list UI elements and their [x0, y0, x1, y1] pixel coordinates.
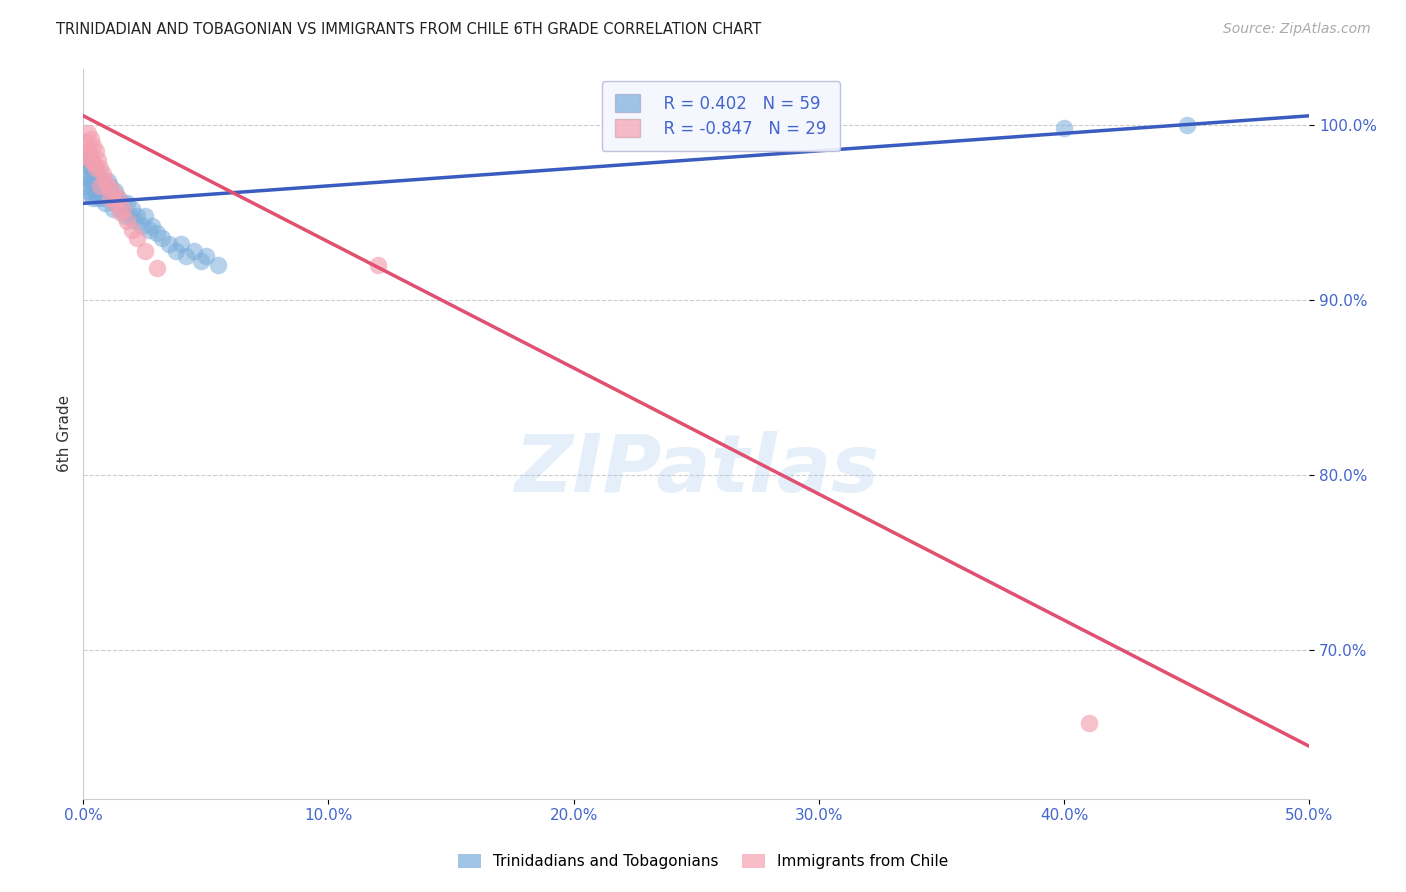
Point	[124, 214, 146, 228]
Point	[87, 178, 110, 193]
Point	[108, 205, 131, 219]
Point	[82, 138, 104, 153]
Point	[97, 173, 120, 187]
Point	[89, 173, 111, 187]
Point	[134, 244, 156, 258]
Point	[77, 126, 100, 140]
Point	[104, 196, 127, 211]
Point	[114, 209, 136, 223]
Point	[91, 178, 114, 193]
Text: TRINIDADIAN AND TOBAGONIAN VS IMMIGRANTS FROM CHILE 6TH GRADE CORRELATION CHART: TRINIDADIAN AND TOBAGONIAN VS IMMIGRANTS…	[56, 22, 762, 37]
Point	[87, 191, 110, 205]
Point	[127, 231, 149, 245]
Point	[134, 209, 156, 223]
Point	[94, 196, 117, 211]
Point	[111, 196, 134, 211]
Point	[117, 196, 139, 211]
Point	[89, 178, 111, 193]
Point	[75, 167, 97, 181]
Point	[150, 231, 173, 245]
Text: ZIPatlas: ZIPatlas	[513, 431, 879, 509]
Point	[207, 258, 229, 272]
Point	[79, 173, 101, 187]
Point	[104, 196, 127, 211]
Point	[91, 167, 114, 181]
Point	[183, 244, 205, 258]
Point	[82, 156, 104, 170]
Point	[98, 178, 121, 193]
Point	[170, 236, 193, 251]
Point	[77, 170, 100, 185]
Point	[79, 153, 101, 167]
Text: Source: ZipAtlas.com: Source: ZipAtlas.com	[1223, 22, 1371, 37]
Point	[98, 191, 121, 205]
Point	[89, 184, 111, 198]
Point	[118, 209, 141, 223]
Point	[141, 219, 163, 234]
Point	[101, 191, 124, 205]
Point	[75, 135, 97, 149]
Point	[174, 249, 197, 263]
Point	[84, 187, 107, 202]
Point	[194, 249, 217, 263]
Point	[75, 149, 97, 163]
Legend: Trinidadians and Tobagonians, Immigrants from Chile: Trinidadians and Tobagonians, Immigrants…	[451, 848, 955, 875]
Point	[87, 167, 110, 181]
Point	[94, 173, 117, 187]
Point	[75, 178, 97, 193]
Point	[117, 214, 139, 228]
Point	[367, 258, 389, 272]
Y-axis label: 6th Grade: 6th Grade	[58, 395, 72, 472]
Point	[1175, 118, 1198, 132]
Point	[87, 153, 110, 167]
Point	[1077, 716, 1099, 731]
Point	[84, 161, 107, 176]
Point	[111, 202, 134, 216]
Point	[127, 209, 149, 223]
Legend:   R = 0.402   N = 59,   R = -0.847   N = 29: R = 0.402 N = 59, R = -0.847 N = 29	[602, 80, 839, 151]
Point	[1053, 121, 1076, 136]
Point	[77, 156, 100, 170]
Point	[79, 153, 101, 167]
Point	[131, 219, 153, 234]
Point	[79, 161, 101, 176]
Point	[146, 226, 169, 240]
Point	[101, 202, 124, 216]
Point	[82, 191, 104, 205]
Point	[157, 236, 180, 251]
Point	[82, 178, 104, 193]
Point	[97, 178, 120, 193]
Point	[79, 131, 101, 145]
Point	[77, 144, 100, 158]
Point	[84, 173, 107, 187]
Point	[104, 184, 127, 198]
Point	[190, 254, 212, 268]
Point	[121, 222, 143, 236]
Point	[121, 202, 143, 216]
Point	[97, 184, 120, 198]
Point	[94, 184, 117, 198]
Point	[101, 184, 124, 198]
Point	[107, 191, 129, 205]
Point	[82, 156, 104, 170]
Point	[91, 191, 114, 205]
Point	[84, 144, 107, 158]
Point	[146, 261, 169, 276]
Point	[75, 153, 97, 167]
Point	[84, 161, 107, 176]
Point	[89, 161, 111, 176]
Point	[108, 202, 131, 216]
Point	[166, 244, 188, 258]
Point	[79, 187, 101, 202]
Point	[82, 167, 104, 181]
Point	[138, 222, 160, 236]
Point	[77, 184, 100, 198]
Point	[107, 191, 129, 205]
Point	[77, 144, 100, 158]
